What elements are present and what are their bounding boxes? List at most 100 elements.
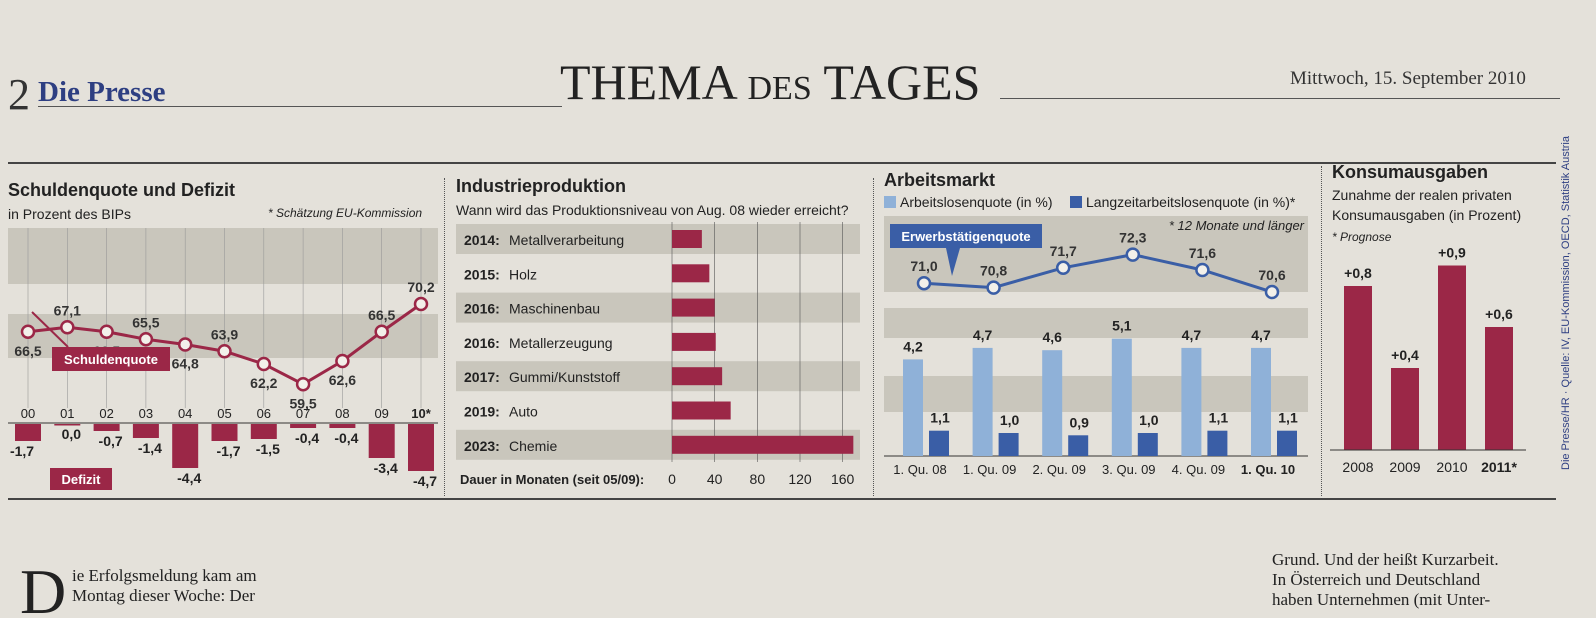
bar-arbeitslosenquote [1042,350,1063,456]
data-label: 1,0 [1000,412,1020,428]
bar-langzeit [998,433,1019,456]
section-title-b: DES [747,70,812,107]
data-label: -0,4 [334,430,358,446]
band [884,308,1308,338]
data-label: 71,7 [1050,243,1077,259]
bar-year: 2016: [464,335,500,351]
chart-note: * Schätzung EU-Kommission [268,206,423,220]
bar-arbeitslosenquote [1181,347,1202,456]
deficit-bar [54,424,81,426]
data-label: 66,5 [14,343,41,359]
data-label: -1,7 [216,443,240,459]
article-line: ie Erfolgsmeldung kam am [72,566,257,585]
chart-title: Industrieproduktion [456,176,626,196]
data-point [986,280,1001,295]
bar [672,264,710,283]
data-label: 1,1 [1278,410,1298,426]
band [8,228,438,284]
data-point [335,353,350,369]
bar-arbeitslosenquote [972,347,993,456]
bar-label: Gummi/Kunststoff [509,369,620,385]
data-label: 0,0 [62,426,82,442]
data-label: -3,4 [374,460,398,476]
bar-langzeit [1137,433,1158,456]
tag-pointer [946,248,960,276]
bar-langzeit [1068,435,1089,456]
deficit-bar [250,424,277,439]
bar-year: 2014: [464,232,500,248]
x-tick-label: 4. Qu. 09 [1172,462,1225,477]
x-tick-label: 08 [335,406,349,421]
divider [444,178,445,496]
data-point [1125,247,1141,262]
x-tick-label: 2008 [1342,459,1373,475]
data-label: 1,0 [1139,412,1159,428]
data-label: 71,0 [910,258,937,274]
chart-subtitle-line-2: Konsumausgaben (in Prozent) [1332,207,1522,223]
deficit-bar [15,424,41,441]
section-title: THEMA DES TAGES [560,54,980,117]
data-point [1055,260,1071,276]
bar [672,332,716,351]
data-label: 70,8 [980,263,1007,279]
x-tick-label: 3. Qu. 09 [1102,462,1155,477]
bar [1485,327,1513,450]
data-point [217,344,232,359]
article-line: Montag dieser Woche: Der [72,586,255,605]
x-tick-label: 06 [257,406,271,421]
band [884,376,1308,412]
bar-arbeitslosenquote [903,359,923,456]
page-number: 2 [8,70,30,119]
deficit-bar [172,424,199,468]
article-line: haben Unternehmen (mit Unter- [1272,590,1491,609]
data-point [1195,262,1210,278]
x-tick-label: 00 [21,406,35,421]
x-tick-label: 0 [668,471,676,487]
chart-subtitle-line-1: Zunahme der realen privaten [1332,187,1512,203]
data-point [138,332,154,347]
data-point [413,296,429,312]
series-tag-bg [50,468,112,490]
article-line: Grund. Und der heißt Kurzarbeit. [1272,550,1499,569]
divider [1321,166,1322,496]
bar [1391,368,1419,450]
bar [672,298,715,317]
data-label: 1,1 [930,410,950,426]
data-label: 5,1 [1112,318,1132,334]
legend-arbeitslosenquote: Arbeitslosenquote (in %) [884,194,1053,210]
tag-pointer [31,311,69,348]
deficit-bar [132,424,159,438]
data-label: 62,6 [329,372,356,388]
data-point [20,324,36,339]
section-title-c: TAGES [823,54,981,110]
data-point [256,356,272,372]
x-tick-label: 2010 [1436,459,1467,475]
bar-year: 2017: [464,369,500,385]
data-label: 59,5 [289,395,316,411]
bar-year: 2023: [464,438,500,454]
band [456,292,860,323]
x-tick-label: 2011* [1481,459,1517,475]
series-tag: Defizit [62,472,102,487]
x-tick-label: 80 [750,471,766,487]
chart-title: Schuldenquote und Defizit [8,180,235,200]
data-label: 70,6 [1258,267,1285,283]
deficit-bar [211,424,238,441]
data-point [295,377,311,392]
series-tag: Erwerbstätigenquote [901,229,1030,244]
x-tick-label: 160 [831,471,855,487]
page-date: Mittwoch, 15. September 2010 [1290,68,1526,89]
debt-deficit-chart: 66,567,166,565,564,863,962,259,562,666,5… [8,228,438,490]
bar [1438,265,1466,450]
legend-langzeit: Langzeitarbeitslosenquote (in %)* [1070,194,1295,210]
data-label: 65,5 [132,314,159,330]
deficit-bar [93,424,120,431]
data-label: -1,5 [256,441,280,457]
data-point [60,320,75,335]
chart-note: * Prognose [1332,230,1392,244]
x-tick-label: 1. Qu. 09 [963,462,1016,477]
bottom-rule [8,498,1556,500]
x-tick-label: 01 [60,406,74,421]
data-label: 1,1 [1209,410,1229,426]
bar [672,401,731,420]
